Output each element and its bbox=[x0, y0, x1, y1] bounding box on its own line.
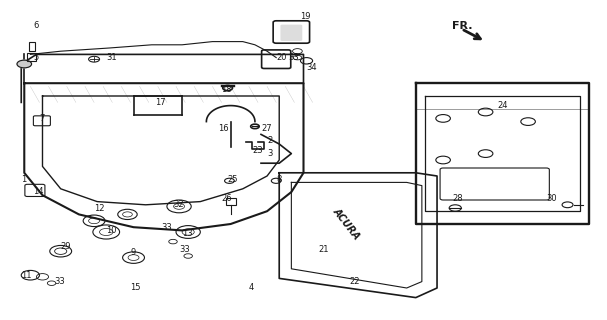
Text: 29: 29 bbox=[61, 242, 71, 251]
Text: ACURA: ACURA bbox=[331, 206, 362, 242]
Text: 30: 30 bbox=[546, 194, 557, 203]
Text: 27: 27 bbox=[261, 124, 272, 132]
Bar bbox=[29, 42, 35, 51]
Text: 11: 11 bbox=[21, 271, 32, 280]
Text: 9: 9 bbox=[131, 248, 136, 257]
Text: 20: 20 bbox=[276, 53, 287, 62]
Text: 1: 1 bbox=[21, 175, 27, 184]
Text: 17: 17 bbox=[155, 98, 166, 107]
Text: 18: 18 bbox=[222, 85, 232, 94]
Text: 7: 7 bbox=[39, 114, 45, 123]
Text: 16: 16 bbox=[219, 124, 229, 132]
Text: 15: 15 bbox=[131, 284, 141, 292]
Text: 14: 14 bbox=[33, 188, 44, 196]
Bar bbox=[27, 53, 36, 61]
Text: 3: 3 bbox=[267, 149, 273, 158]
Text: 33: 33 bbox=[179, 245, 190, 254]
Text: 10: 10 bbox=[106, 226, 117, 235]
Text: 32: 32 bbox=[173, 200, 184, 209]
Text: 34: 34 bbox=[307, 63, 317, 72]
Text: 33: 33 bbox=[288, 53, 299, 62]
Text: 6: 6 bbox=[33, 21, 39, 30]
Text: 33: 33 bbox=[161, 223, 172, 232]
Text: 26: 26 bbox=[222, 194, 232, 203]
Bar bbox=[226, 198, 236, 205]
Text: 33: 33 bbox=[55, 277, 66, 286]
Text: 19: 19 bbox=[300, 12, 311, 20]
Text: FR.: FR. bbox=[452, 21, 473, 31]
Text: 5: 5 bbox=[33, 53, 39, 62]
Text: 23: 23 bbox=[252, 146, 263, 155]
Text: 24: 24 bbox=[498, 101, 508, 110]
Text: 13: 13 bbox=[182, 229, 193, 238]
Text: 4: 4 bbox=[249, 284, 254, 292]
Text: 28: 28 bbox=[452, 194, 463, 203]
Text: 22: 22 bbox=[349, 277, 359, 286]
Text: 21: 21 bbox=[319, 245, 329, 254]
Text: 8: 8 bbox=[276, 175, 282, 184]
FancyBboxPatch shape bbox=[280, 25, 302, 41]
Text: 12: 12 bbox=[94, 204, 104, 212]
Circle shape bbox=[17, 60, 32, 68]
Text: 31: 31 bbox=[106, 53, 117, 62]
Text: 2: 2 bbox=[267, 136, 273, 145]
Text: 25: 25 bbox=[228, 175, 238, 184]
